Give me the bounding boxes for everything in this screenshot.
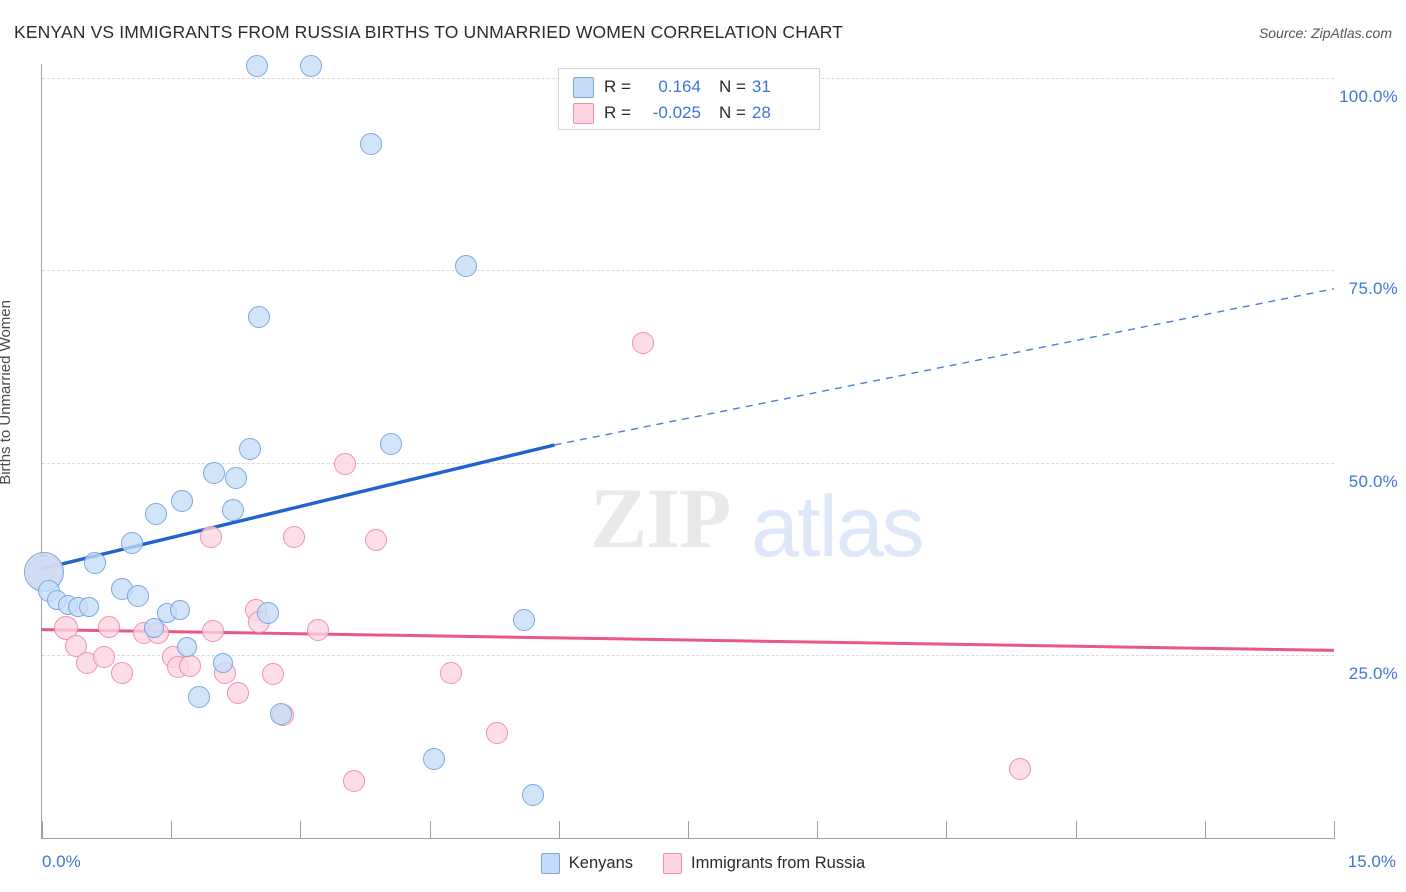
x-axis-tick <box>1075 821 1077 839</box>
data-point[interactable] <box>485 721 508 744</box>
y-axis-title: Births to Unmarried Women <box>0 300 14 485</box>
data-point[interactable] <box>203 462 226 485</box>
stats-row-russia: R = -0.025 N = 28 <box>573 100 771 126</box>
legend-item-kenyans[interactable]: Kenyans <box>540 852 633 874</box>
kenyans-r-label: R = <box>604 77 631 96</box>
y-tick-label: 50.0% <box>1348 471 1398 491</box>
data-point[interactable] <box>169 599 190 620</box>
data-point[interactable] <box>187 685 210 708</box>
x-axis-tick <box>946 821 948 839</box>
legend-label-kenyans: Kenyans <box>568 853 633 872</box>
x-axis-tick <box>300 821 302 839</box>
data-point[interactable] <box>334 453 357 476</box>
x-axis-tick <box>42 821 43 839</box>
russia-n-value: 28 <box>751 103 771 122</box>
x-axis-tick <box>1334 821 1335 839</box>
kenyans-r-value: 0.164 <box>658 77 701 96</box>
data-point[interactable] <box>270 703 293 726</box>
data-point[interactable] <box>212 653 233 674</box>
kenyans-trend-line-solid <box>41 443 555 571</box>
data-point[interactable] <box>127 584 150 607</box>
x-axis-tick <box>688 821 689 839</box>
data-point[interactable] <box>261 663 284 686</box>
data-point[interactable] <box>179 654 202 677</box>
data-point[interactable] <box>248 306 271 329</box>
x-axis-min-label: 0.0% <box>42 852 81 871</box>
x-axis-tick <box>1204 821 1206 839</box>
data-point[interactable] <box>422 747 445 770</box>
data-point[interactable] <box>227 681 250 704</box>
data-point[interactable] <box>65 634 88 657</box>
gridline-50 <box>42 462 1334 464</box>
data-point[interactable] <box>79 596 100 617</box>
data-point[interactable] <box>201 620 224 643</box>
data-point[interactable] <box>521 784 544 807</box>
data-point[interactable] <box>360 133 383 156</box>
kenyans-n-value: 31 <box>751 77 771 96</box>
data-point[interactable] <box>199 525 222 548</box>
data-point[interactable] <box>224 467 247 490</box>
data-point[interactable] <box>111 661 134 684</box>
data-point[interactable] <box>93 645 116 668</box>
x-axis-tick <box>429 821 431 839</box>
data-point[interactable] <box>143 618 164 639</box>
data-point[interactable] <box>84 552 107 575</box>
data-point[interactable] <box>98 616 121 639</box>
data-point[interactable] <box>170 490 193 513</box>
kenyans-swatch-icon <box>573 76 594 98</box>
data-point[interactable] <box>1008 757 1031 780</box>
series-legend: Kenyans Immigrants from Russia <box>0 848 1406 878</box>
stats-row-kenyans: R = 0.164 N = 31 <box>573 74 771 100</box>
x-axis-tick <box>171 821 173 839</box>
russia-swatch-icon <box>573 102 594 124</box>
data-point[interactable] <box>176 636 197 657</box>
y-tick-label: 75.0% <box>1348 279 1398 299</box>
data-point[interactable] <box>144 503 167 526</box>
gridline-75 <box>42 270 1334 272</box>
x-axis-tick <box>558 821 560 839</box>
gridline-25 <box>42 655 1334 656</box>
kenyans-n-label: N = <box>718 77 746 96</box>
legend-label-russia: Immigrants from Russia <box>691 853 866 872</box>
data-point[interactable] <box>239 437 262 460</box>
data-point[interactable] <box>299 55 322 78</box>
y-tick-label: 25.0% <box>1348 664 1398 683</box>
plot-area: ZIP atlas <box>23 55 1335 838</box>
data-point[interactable] <box>306 618 329 641</box>
page-title: KENYAN VS IMMIGRANTS FROM RUSSIA BIRTHS … <box>14 22 844 42</box>
data-point[interactable] <box>379 433 402 456</box>
trend-lines <box>41 288 1335 652</box>
data-point[interactable] <box>440 661 463 684</box>
data-point[interactable] <box>121 531 144 554</box>
russia-n-label: N = <box>718 103 746 122</box>
y-axis-line <box>41 64 42 839</box>
russia-trend-line <box>41 628 1335 652</box>
data-point[interactable] <box>222 499 245 522</box>
data-point[interactable] <box>632 332 655 355</box>
y-tick-label: 100.0% <box>1339 87 1398 106</box>
russia-r-label: R = <box>604 103 631 122</box>
data-point[interactable] <box>282 526 305 549</box>
kenyans-legend-icon <box>540 852 560 874</box>
x-axis-tick <box>817 821 819 839</box>
russia-r-value: -0.025 <box>652 103 701 122</box>
kenyans-trend-line-dashed <box>554 288 1335 446</box>
data-point[interactable] <box>365 528 388 551</box>
data-point[interactable] <box>256 601 279 624</box>
data-point[interactable] <box>342 770 365 793</box>
legend-item-russia[interactable]: Immigrants from Russia <box>663 852 866 874</box>
data-point[interactable] <box>513 608 536 631</box>
data-point[interactable] <box>454 254 477 277</box>
data-point[interactable] <box>246 55 269 78</box>
russia-legend-icon <box>663 852 682 874</box>
correlation-stats-box: R = 0.164 N = 31 R = -0.025 N = 28 <box>558 68 820 130</box>
source-label: Source: ZipAtlas.com <box>1258 25 1392 41</box>
x-axis-max-label: 15.0% <box>1347 852 1396 871</box>
